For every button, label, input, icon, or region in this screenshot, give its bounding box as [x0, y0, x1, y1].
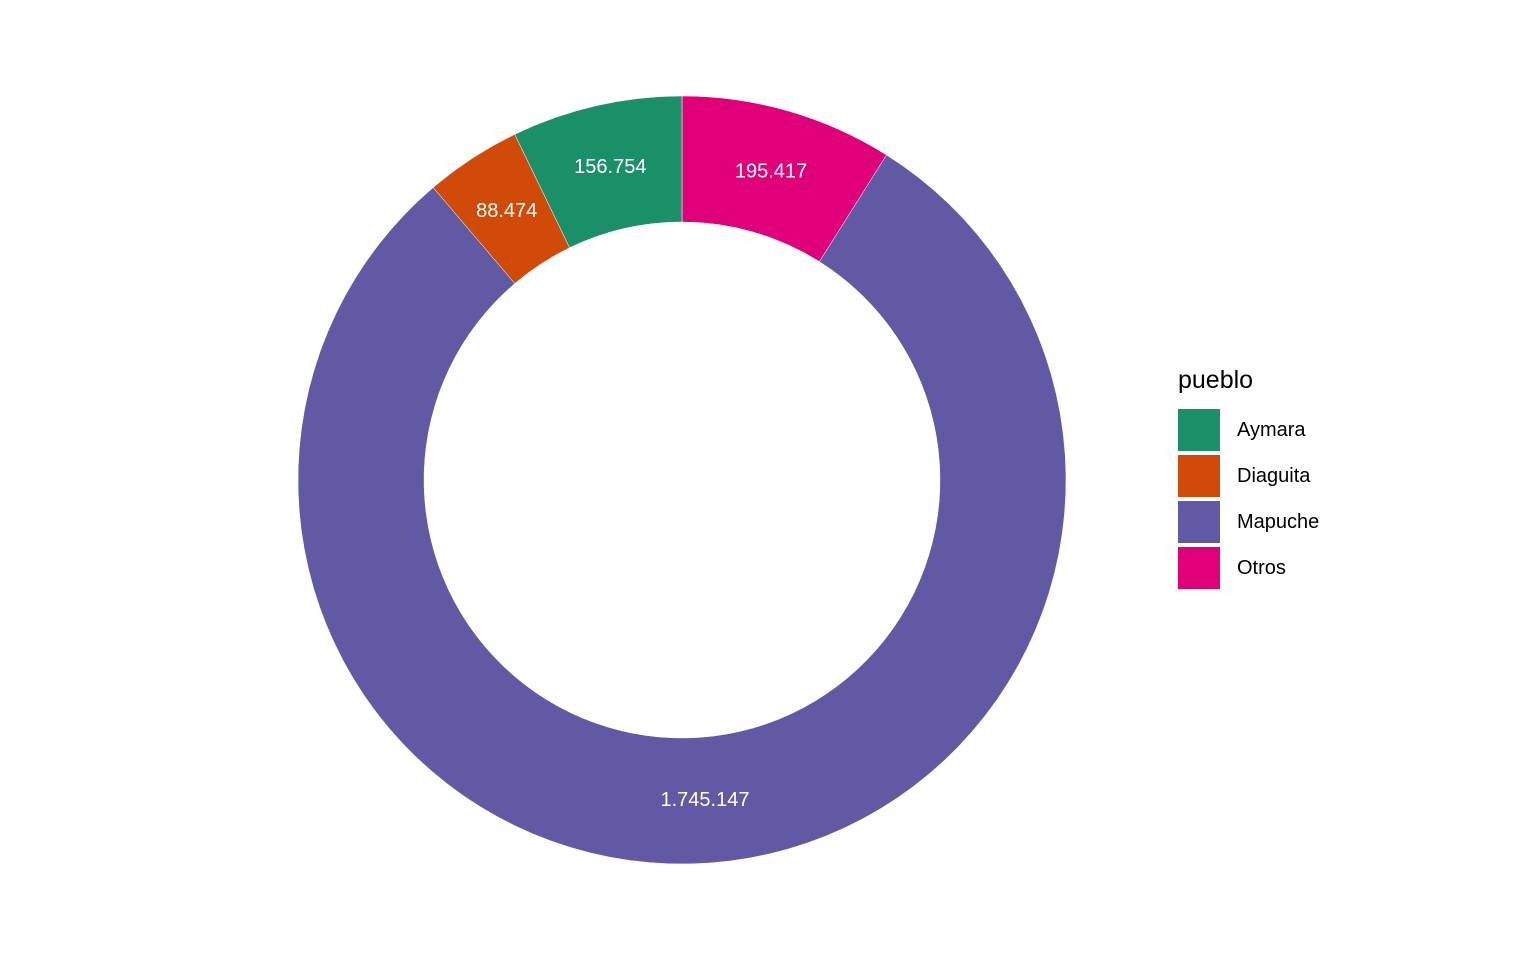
legend-label: Otros [1237, 556, 1286, 579]
data-label-mapuche: 1.745.147 [660, 789, 749, 811]
legend-label: Diaguita [1237, 464, 1311, 487]
data-label-otros: 195.417 [735, 161, 807, 183]
legend-swatch [1178, 547, 1220, 589]
data-label-diaguita: 88.474 [476, 200, 537, 222]
legend-label: Aymara [1237, 418, 1306, 441]
legend-title: pueblo [1178, 366, 1254, 394]
slice-mapuche [297, 154, 1067, 865]
legend-swatch [1178, 501, 1220, 543]
legend-swatch [1178, 455, 1220, 497]
legend-item-diaguita: Diaguita [1178, 453, 1319, 499]
slice-aymara [514, 95, 683, 249]
data-label-aymara: 156.754 [574, 156, 646, 178]
legend-item-aymara: Aymara [1178, 407, 1319, 453]
legend-item-mapuche: Mapuche [1178, 499, 1319, 545]
legend-label: Mapuche [1237, 510, 1320, 533]
legend-swatch [1178, 409, 1220, 451]
legend-item-otros: Otros [1178, 545, 1319, 591]
legend: pueblo Aymara Diaguita Mapuche Otros [1178, 366, 1319, 591]
